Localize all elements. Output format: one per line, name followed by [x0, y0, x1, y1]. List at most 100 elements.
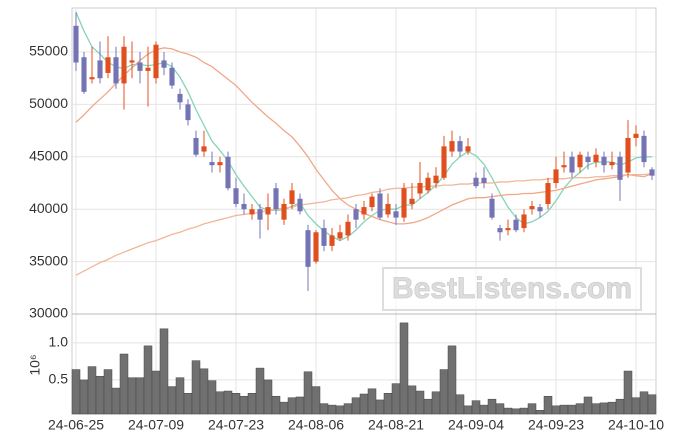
candle-body: [105, 57, 111, 73]
volume-bar: [631, 397, 641, 415]
volume-bar: [311, 386, 321, 415]
volume-bar: [151, 370, 161, 415]
y-tick-label: 30000: [29, 305, 68, 321]
candle-body: [369, 196, 375, 208]
candle-body: [449, 141, 455, 152]
volume-bar: [191, 360, 201, 415]
candle-body: [337, 232, 343, 239]
volume-bar: [71, 369, 81, 415]
candle-body: [497, 228, 503, 233]
volume-bar: [535, 410, 545, 415]
volume-bar: [607, 401, 617, 415]
volume-bar: [255, 367, 265, 415]
candle-body: [273, 188, 279, 210]
candle-body: [465, 146, 471, 152]
candle-body: [585, 156, 591, 163]
volume-bar: [551, 405, 561, 415]
volume-bar: [95, 375, 105, 415]
volume-bar: [439, 369, 449, 415]
volume-bar: [423, 398, 433, 415]
marks: [71, 11, 657, 415]
candle-body: [121, 46, 127, 84]
volume-bar: [183, 393, 193, 415]
candle-body: [457, 141, 463, 152]
candle-body: [289, 190, 295, 204]
volume-bar: [519, 407, 529, 415]
candle-body: [361, 207, 367, 215]
volume-bar: [351, 397, 361, 415]
x-tick-label: 24-07-09: [128, 417, 184, 433]
volume-bar: [263, 379, 273, 415]
volume-bar: [647, 394, 657, 415]
candle-body: [481, 177, 487, 184]
volume-bar: [495, 403, 505, 415]
candle-body: [241, 203, 247, 210]
volume-bar: [279, 401, 289, 415]
y-tick-label: 50000: [29, 95, 68, 111]
moving-average-line: [75, 47, 653, 225]
candle-body: [649, 169, 655, 176]
volume-bar: [367, 388, 377, 415]
candle-body: [633, 133, 639, 138]
x-tick-label: 24-08-21: [368, 417, 424, 433]
volume-bar: [527, 403, 537, 415]
candle-body: [577, 154, 583, 168]
volume-bar: [455, 394, 465, 415]
candle-body: [377, 193, 383, 218]
volume-bar: [175, 377, 185, 415]
volume-bar: [463, 405, 473, 415]
volume-bar: [479, 404, 489, 415]
candle-body: [609, 162, 615, 166]
candle-body: [425, 177, 431, 191]
candle-body: [257, 209, 263, 220]
candle-body: [529, 206, 535, 210]
volume-bar: [447, 345, 457, 415]
volume-bar: [327, 404, 337, 415]
x-tick-label: 24-07-23: [208, 417, 264, 433]
volume-bar: [159, 328, 169, 415]
volume-bar: [79, 379, 89, 415]
y-tick-label: 35000: [29, 252, 68, 268]
volume-bar: [487, 398, 497, 415]
y-axis-label: 10⁶: [27, 354, 43, 375]
candle-body: [513, 219, 519, 231]
x-tick-label: 24-10-10: [608, 417, 664, 433]
volume-bar: [471, 400, 481, 415]
candle-body: [625, 137, 631, 173]
volume-bar: [223, 390, 233, 415]
volume-bar: [167, 386, 177, 415]
volume-bar: [319, 403, 329, 415]
candle-body: [489, 198, 495, 218]
volume-bar: [599, 402, 609, 415]
candle-body: [129, 60, 135, 63]
volume-bar: [383, 393, 393, 415]
y-tick-label: 0.5: [49, 371, 69, 387]
volume-bar: [639, 391, 649, 415]
candle-body: [641, 135, 647, 163]
candle-body: [329, 235, 335, 246]
y-tick-label: 45000: [29, 148, 68, 164]
candle-body: [313, 232, 319, 262]
candle-body: [201, 146, 207, 152]
candle-body: [185, 104, 191, 121]
candle-body: [321, 228, 327, 246]
candle-body: [409, 198, 415, 204]
candle-body: [145, 67, 151, 71]
candle-body: [249, 209, 255, 215]
candle-body: [593, 154, 599, 163]
candle-body: [281, 203, 287, 220]
volume-bar: [135, 377, 145, 415]
volume-bar: [415, 390, 425, 415]
candle-body: [473, 177, 479, 187]
volume-bar: [543, 395, 553, 415]
volume-bar: [199, 368, 209, 415]
volume-bar: [431, 391, 441, 415]
candle-body: [545, 183, 551, 204]
candle-body: [113, 57, 119, 84]
volume-bar: [335, 405, 345, 415]
candle-body: [217, 162, 223, 166]
candle-body: [73, 25, 79, 63]
candle-body: [433, 175, 439, 184]
y-tick-label: 40000: [29, 200, 68, 216]
